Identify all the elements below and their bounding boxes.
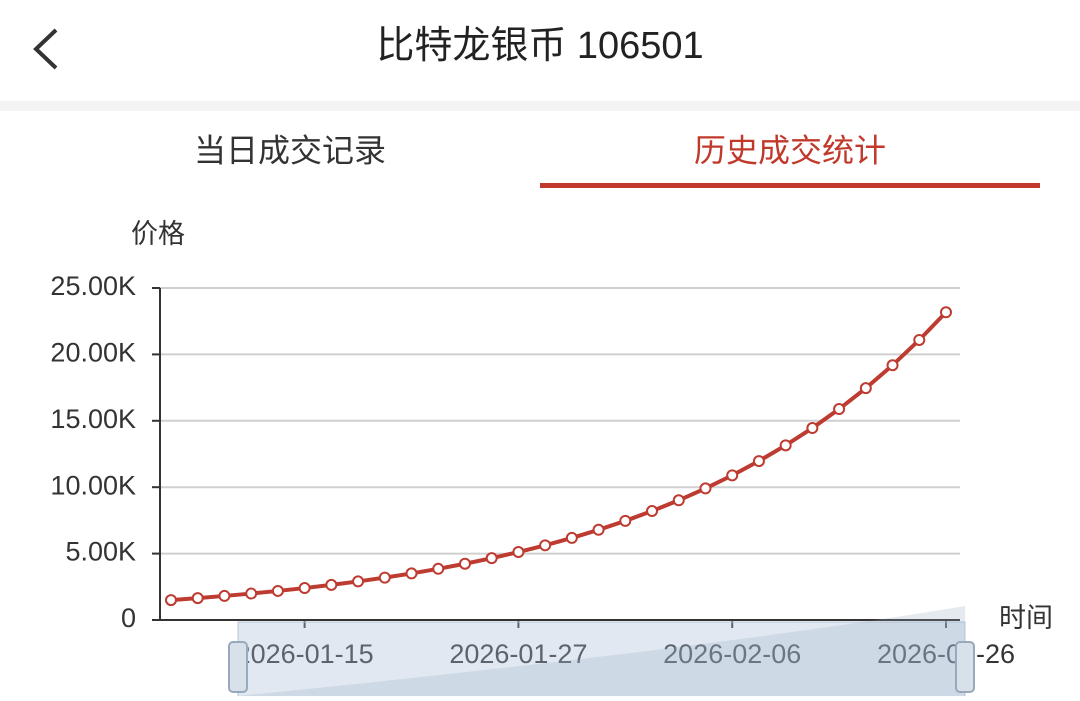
y-tick-label: 5.00K [65,537,136,567]
point [539,539,552,552]
x-tick-label: 2026-01-15 [236,639,374,669]
point [485,552,498,565]
point [940,306,952,319]
zoom-preview [238,606,965,696]
point [298,582,311,595]
point [458,557,471,570]
point [672,494,685,507]
y-tick-label: 0 [121,603,136,633]
point [646,505,659,518]
point [619,514,632,527]
point [833,403,846,416]
point [859,382,872,395]
tab[interactable]: 当日成交记录 [194,132,386,168]
tab-underline [540,183,1040,188]
zoom-handle[interactable] [228,641,248,693]
point [726,469,739,482]
point [779,439,792,452]
point [565,531,578,544]
point [405,567,418,580]
point [512,546,525,559]
point [271,584,284,597]
point [913,333,926,346]
x-tick-label: 2026-02-26 [877,639,1015,669]
line [170,310,948,603]
point [699,482,712,495]
point [352,575,365,588]
point [245,587,258,600]
x-tick-label: 2026-01-27 [449,639,587,669]
point [592,523,605,536]
y-axis-name: 价格 [131,219,185,249]
point [806,422,819,435]
x-axis-name: 时间 [999,603,1053,633]
point [165,594,177,607]
point [378,571,391,584]
point [191,592,204,605]
page-title: 比特龙银币 106501 [376,25,703,67]
point [325,578,338,591]
point [432,562,445,575]
point [752,455,765,468]
zoom-handle[interactable] [955,641,975,693]
y-tick-label: 20.00K [50,338,136,368]
separator [0,101,1080,111]
point [218,589,231,602]
x-tick-label: 2026-02-06 [663,639,801,669]
tab[interactable]: 历史成交统计 [694,132,886,168]
y-tick-label: 15.00K [50,404,136,434]
point [886,359,899,372]
back-button[interactable] [33,28,58,70]
zoom-slider[interactable] [237,621,966,701]
y-tick-label: 25.00K [50,271,136,301]
y-tick-label: 10.00K [50,470,136,500]
